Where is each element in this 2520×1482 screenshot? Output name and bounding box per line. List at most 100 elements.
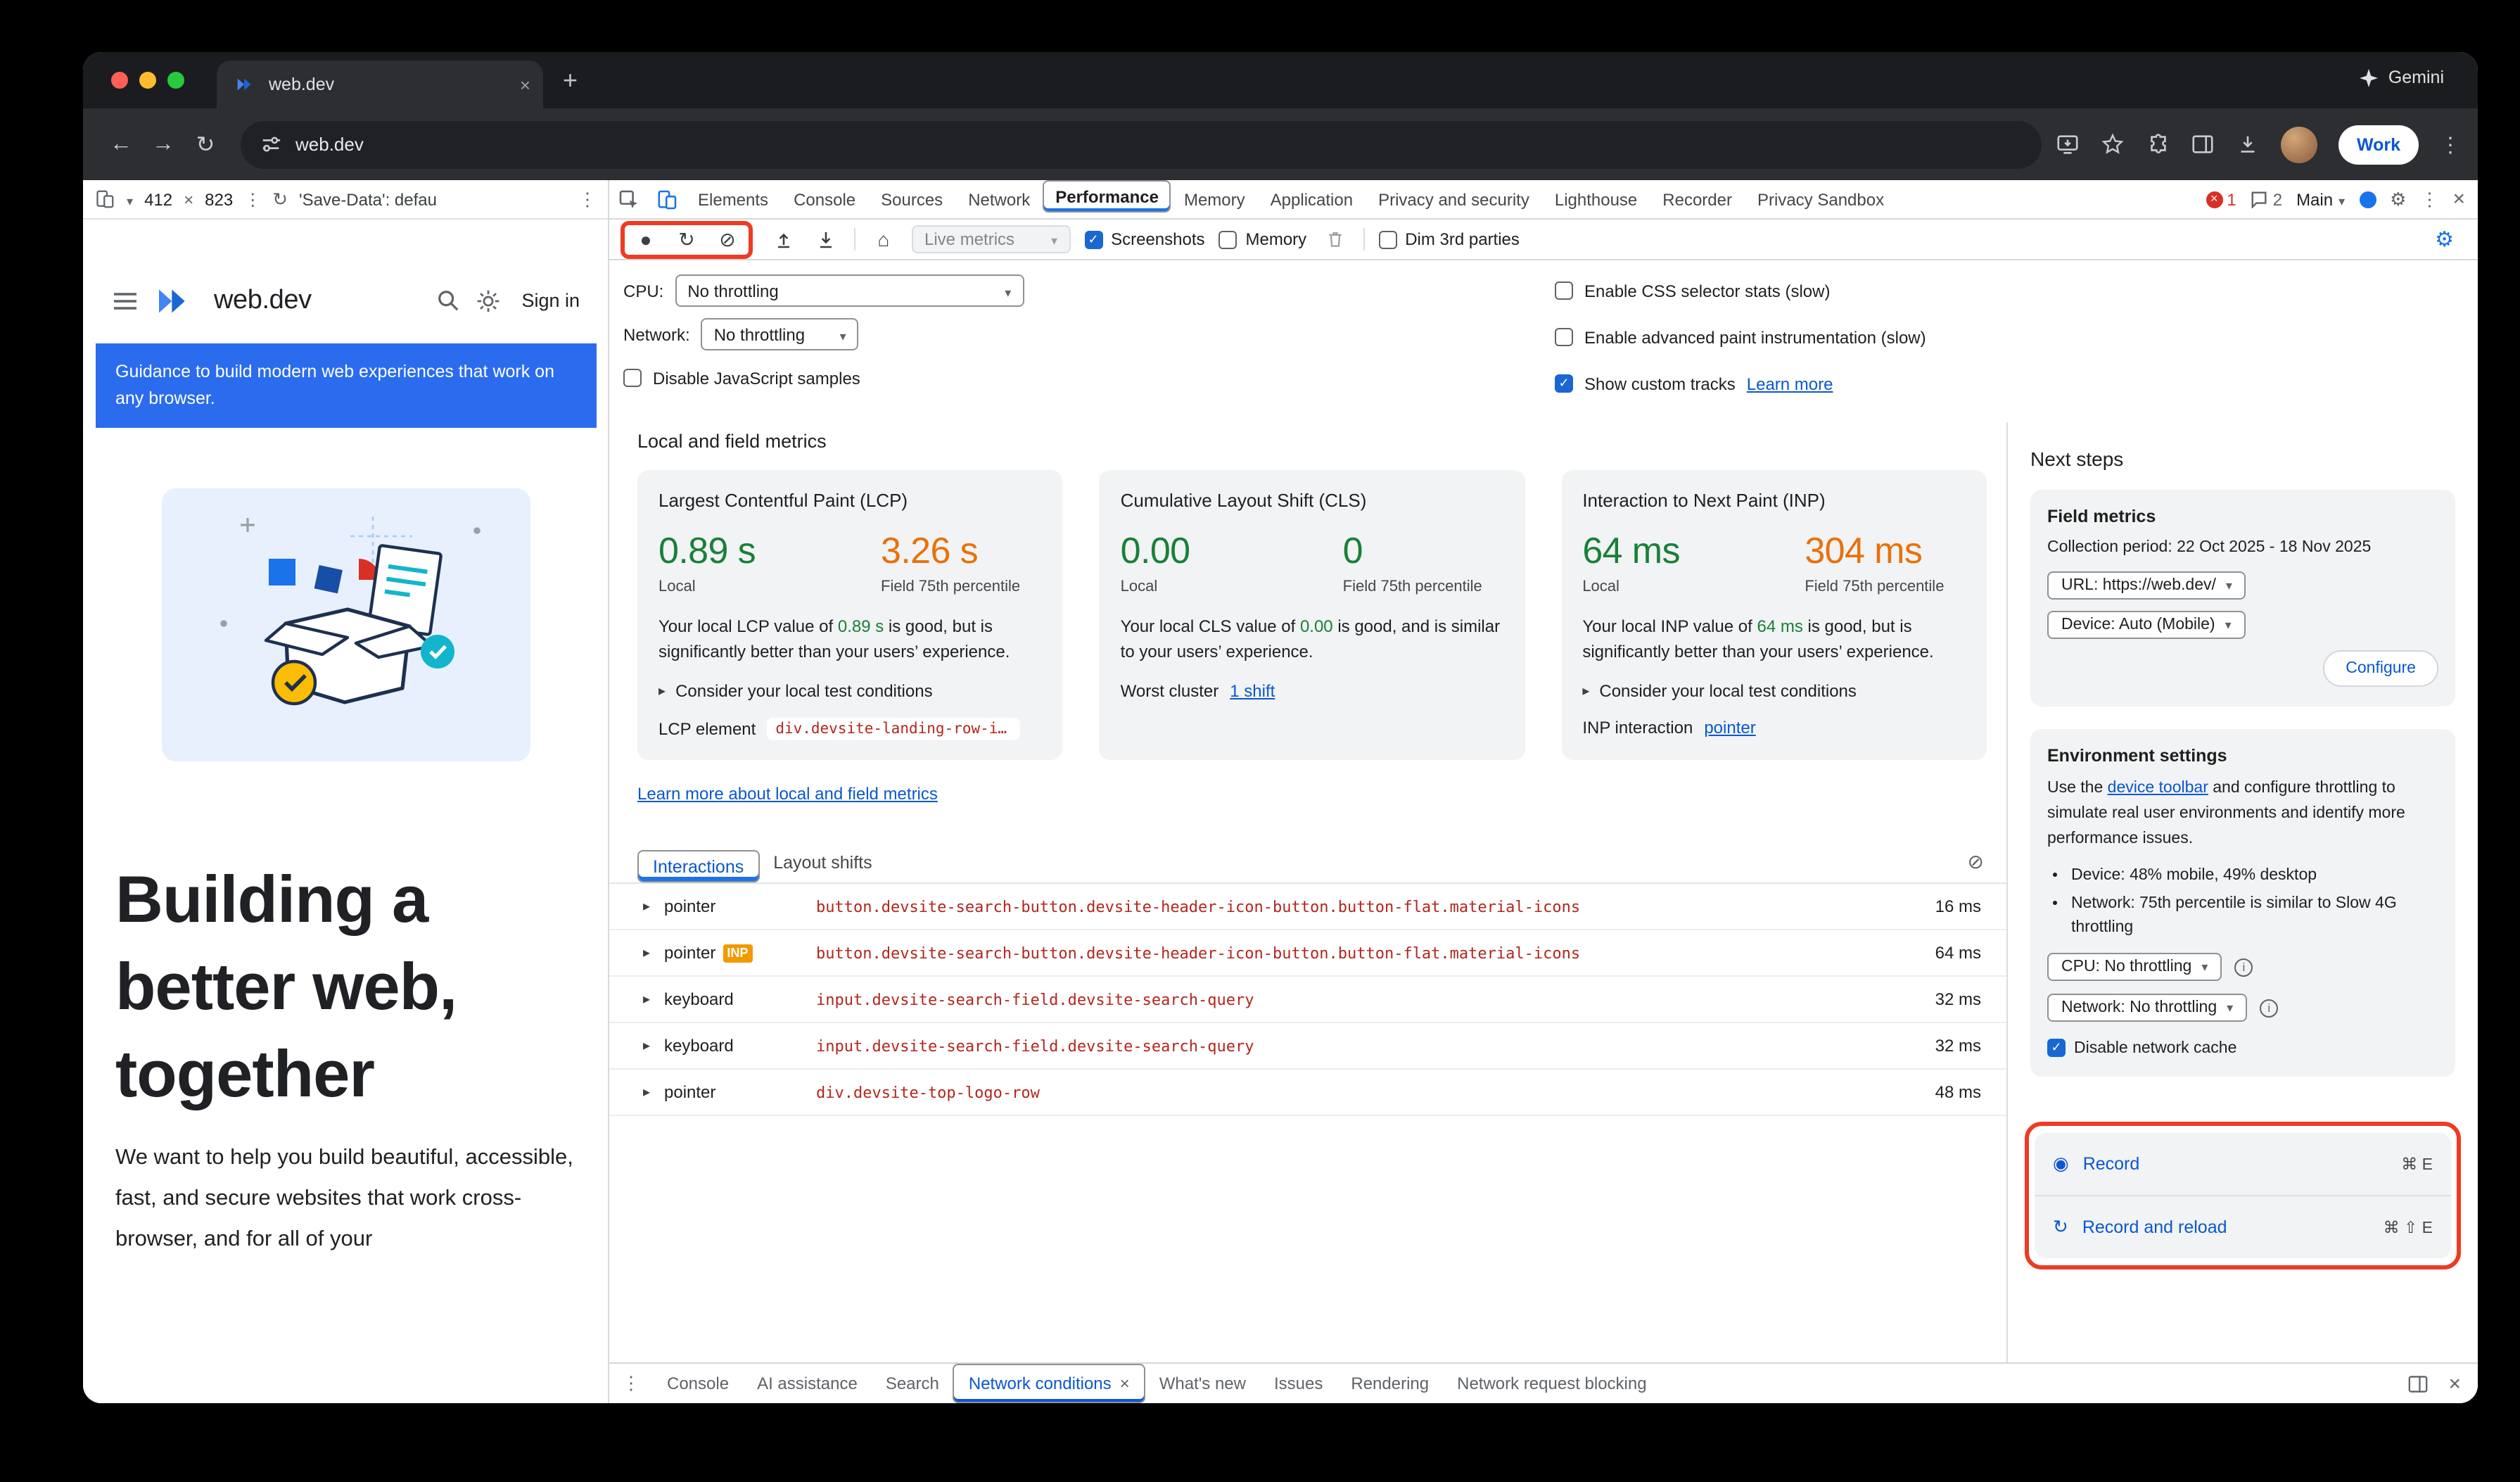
context-selector[interactable]: Main <box>2296 189 2345 209</box>
interaction-target[interactable]: button.devsite-search-button.devsite-hea… <box>816 944 1581 962</box>
zoom-select-icon[interactable] <box>244 189 261 209</box>
interaction-row[interactable]: keyboard input.devsite-search-field.devs… <box>609 977 2006 1023</box>
install-icon[interactable] <box>2056 132 2080 156</box>
tab-interactions[interactable]: Interactions <box>637 850 760 882</box>
clear-icon[interactable] <box>713 224 742 255</box>
drawer-tab-issues[interactable]: Issues <box>1274 1374 1323 1393</box>
disable-cache-checkbox[interactable] <box>2047 1039 2066 1058</box>
tab-console[interactable]: Console <box>794 189 856 209</box>
devtools-menu-icon[interactable] <box>2420 188 2438 210</box>
collect-garbage-icon[interactable] <box>1321 224 1349 255</box>
forward-button[interactable] <box>142 123 184 165</box>
disable-js-checkbox[interactable] <box>623 369 642 387</box>
minimize-window-button[interactable] <box>139 72 156 89</box>
interaction-row[interactable]: keyboard input.devsite-search-field.devs… <box>609 1023 2006 1070</box>
memory-checkbox[interactable] <box>1218 230 1237 248</box>
expander-triangle-icon[interactable] <box>643 899 664 914</box>
split-panel-icon[interactable] <box>2407 1374 2429 1393</box>
interaction-target[interactable]: input.devsite-search-field.devsite-searc… <box>816 990 1254 1008</box>
device-toolbar-menu-icon[interactable] <box>578 188 597 210</box>
history-select[interactable]: Live metrics <box>912 225 1071 253</box>
new-tab-button[interactable] <box>563 68 578 93</box>
tab-sources[interactable]: Sources <box>881 189 943 209</box>
custom-tracks-checkbox[interactable] <box>1555 374 1573 393</box>
tab-close-icon[interactable] <box>520 74 530 95</box>
tab-privacy-security[interactable]: Privacy and security <box>1378 189 1529 209</box>
cpu-throttle-select[interactable]: No throttling <box>675 274 1024 307</box>
throttling-select[interactable]: 'Save-Data': defau <box>299 189 437 209</box>
viewport-width[interactable]: 412 <box>144 189 173 209</box>
dim-3rd-parties-checkbox[interactable] <box>1378 230 1397 248</box>
interaction-row[interactable]: pointer INP button.devsite-search-button.… <box>609 930 2006 977</box>
field-metrics-learn-link[interactable]: Learn more about local and field metrics <box>637 784 938 804</box>
disable-cache-row[interactable]: Disable network cache <box>2047 1039 2438 1058</box>
save-profile-icon[interactable] <box>812 224 840 255</box>
browser-tab[interactable]: web.dev <box>217 61 543 108</box>
drawer-tab-search[interactable]: Search <box>885 1374 939 1393</box>
tab-elements[interactable]: Elements <box>698 189 769 209</box>
live-metrics-home-icon[interactable] <box>870 224 898 255</box>
issues-badge[interactable]: 2 <box>2251 189 2282 209</box>
side-panel-icon[interactable] <box>2191 132 2215 156</box>
inp-interaction-link[interactable]: pointer <box>1704 718 1756 737</box>
tab-lighthouse[interactable]: Lighthouse <box>1554 189 1638 209</box>
tab-layout-shifts[interactable]: Layout shifts <box>773 853 872 873</box>
lcp-element-link[interactable]: div.devsite-landing-row-ite… <box>767 718 1021 740</box>
back-button[interactable] <box>100 123 142 165</box>
network-throttle-select[interactable]: No throttling <box>701 318 859 350</box>
clear-log-icon[interactable] <box>1968 849 1984 873</box>
url-select[interactable]: URL: https://web.dev/ <box>2047 571 2246 600</box>
sidebar-network-select[interactable]: Network: No throttling <box>2047 994 2248 1022</box>
lcp-test-conditions-expander[interactable]: Consider your local test conditions <box>658 681 1042 701</box>
inspect-element-icon[interactable] <box>609 180 647 218</box>
browser-menu-icon[interactable] <box>2440 132 2461 157</box>
tab-privacy-sandbox[interactable]: Privacy Sandbox <box>1757 189 1885 209</box>
sidebar-cpu-select[interactable]: CPU: No throttling <box>2047 953 2222 982</box>
cls-shift-link[interactable]: 1 shift <box>1230 681 1275 701</box>
drawer-tab-network-request-blocking[interactable]: Network request blocking <box>1457 1374 1647 1393</box>
screenshots-checkbox-row[interactable]: Screenshots <box>1084 229 1205 249</box>
avatar[interactable] <box>2280 126 2317 163</box>
inp-test-conditions-expander[interactable]: Consider your local test conditions <box>1582 681 1966 701</box>
site-brand[interactable]: web.dev <box>214 285 312 315</box>
paint-instrumentation-row[interactable]: Enable advanced paint instrumentation (s… <box>1555 321 1926 353</box>
search-icon[interactable] <box>435 289 459 312</box>
disable-js-row[interactable]: Disable JavaScript samples <box>623 362 2478 394</box>
configure-button[interactable]: Configure <box>2323 650 2438 687</box>
tab-performance[interactable]: Performance <box>1043 180 1171 213</box>
bookmark-star-icon[interactable] <box>2101 132 2125 156</box>
interaction-row[interactable]: pointer div.devsite-top-logo-row 48 ms <box>609 1070 2006 1116</box>
interaction-target[interactable]: input.devsite-search-field.devsite-searc… <box>816 1037 1254 1055</box>
expander-triangle-icon[interactable] <box>643 1038 664 1053</box>
tab-application[interactable]: Application <box>1270 189 1354 209</box>
device-toolbar-link[interactable]: device toolbar <box>2107 780 2208 797</box>
interaction-target[interactable]: div.devsite-top-logo-row <box>816 1083 1040 1101</box>
address-bar[interactable]: web.dev <box>241 120 2042 168</box>
drawer-tab-whats-new[interactable]: What's new <box>1159 1374 1246 1393</box>
info-icon[interactable] <box>2234 958 2253 977</box>
devtools-settings-icon[interactable] <box>2390 188 2406 210</box>
memory-checkbox-row[interactable]: Memory <box>1218 229 1306 249</box>
device-select-caret-icon[interactable] <box>127 189 133 209</box>
viewport-height[interactable]: 823 <box>205 189 234 209</box>
zoom-window-button[interactable] <box>167 72 184 89</box>
rotate-icon[interactable] <box>272 188 288 210</box>
webdev-logo-icon[interactable] <box>153 285 196 316</box>
sign-in-button[interactable]: Sign in <box>521 290 580 311</box>
profile-indicator-icon[interactable] <box>2359 191 2376 208</box>
extensions-icon[interactable] <box>2146 132 2170 156</box>
dim-3rd-parties-checkbox-row[interactable]: Dim 3rd parties <box>1378 229 1520 249</box>
record-and-reload-button[interactable]: Record and reload ⌘ ⇧ E <box>2035 1195 2451 1258</box>
drawer-menu-icon[interactable] <box>609 1372 653 1395</box>
screenshots-checkbox[interactable] <box>1084 230 1103 248</box>
tab-network[interactable]: Network <box>968 189 1031 209</box>
hamburger-menu-icon[interactable] <box>113 291 138 310</box>
drawer-tab-rendering[interactable]: Rendering <box>1351 1374 1430 1393</box>
capture-settings-icon[interactable] <box>2435 227 2454 252</box>
close-window-button[interactable] <box>111 72 128 89</box>
drawer-tab-ai-assistance[interactable]: AI assistance <box>757 1374 858 1393</box>
device-select[interactable]: Device: Auto (Mobile) <box>2047 611 2246 639</box>
expander-triangle-icon[interactable] <box>643 1084 664 1100</box>
downloads-icon[interactable] <box>2236 132 2260 156</box>
drawer-tab-console[interactable]: Console <box>667 1374 730 1393</box>
